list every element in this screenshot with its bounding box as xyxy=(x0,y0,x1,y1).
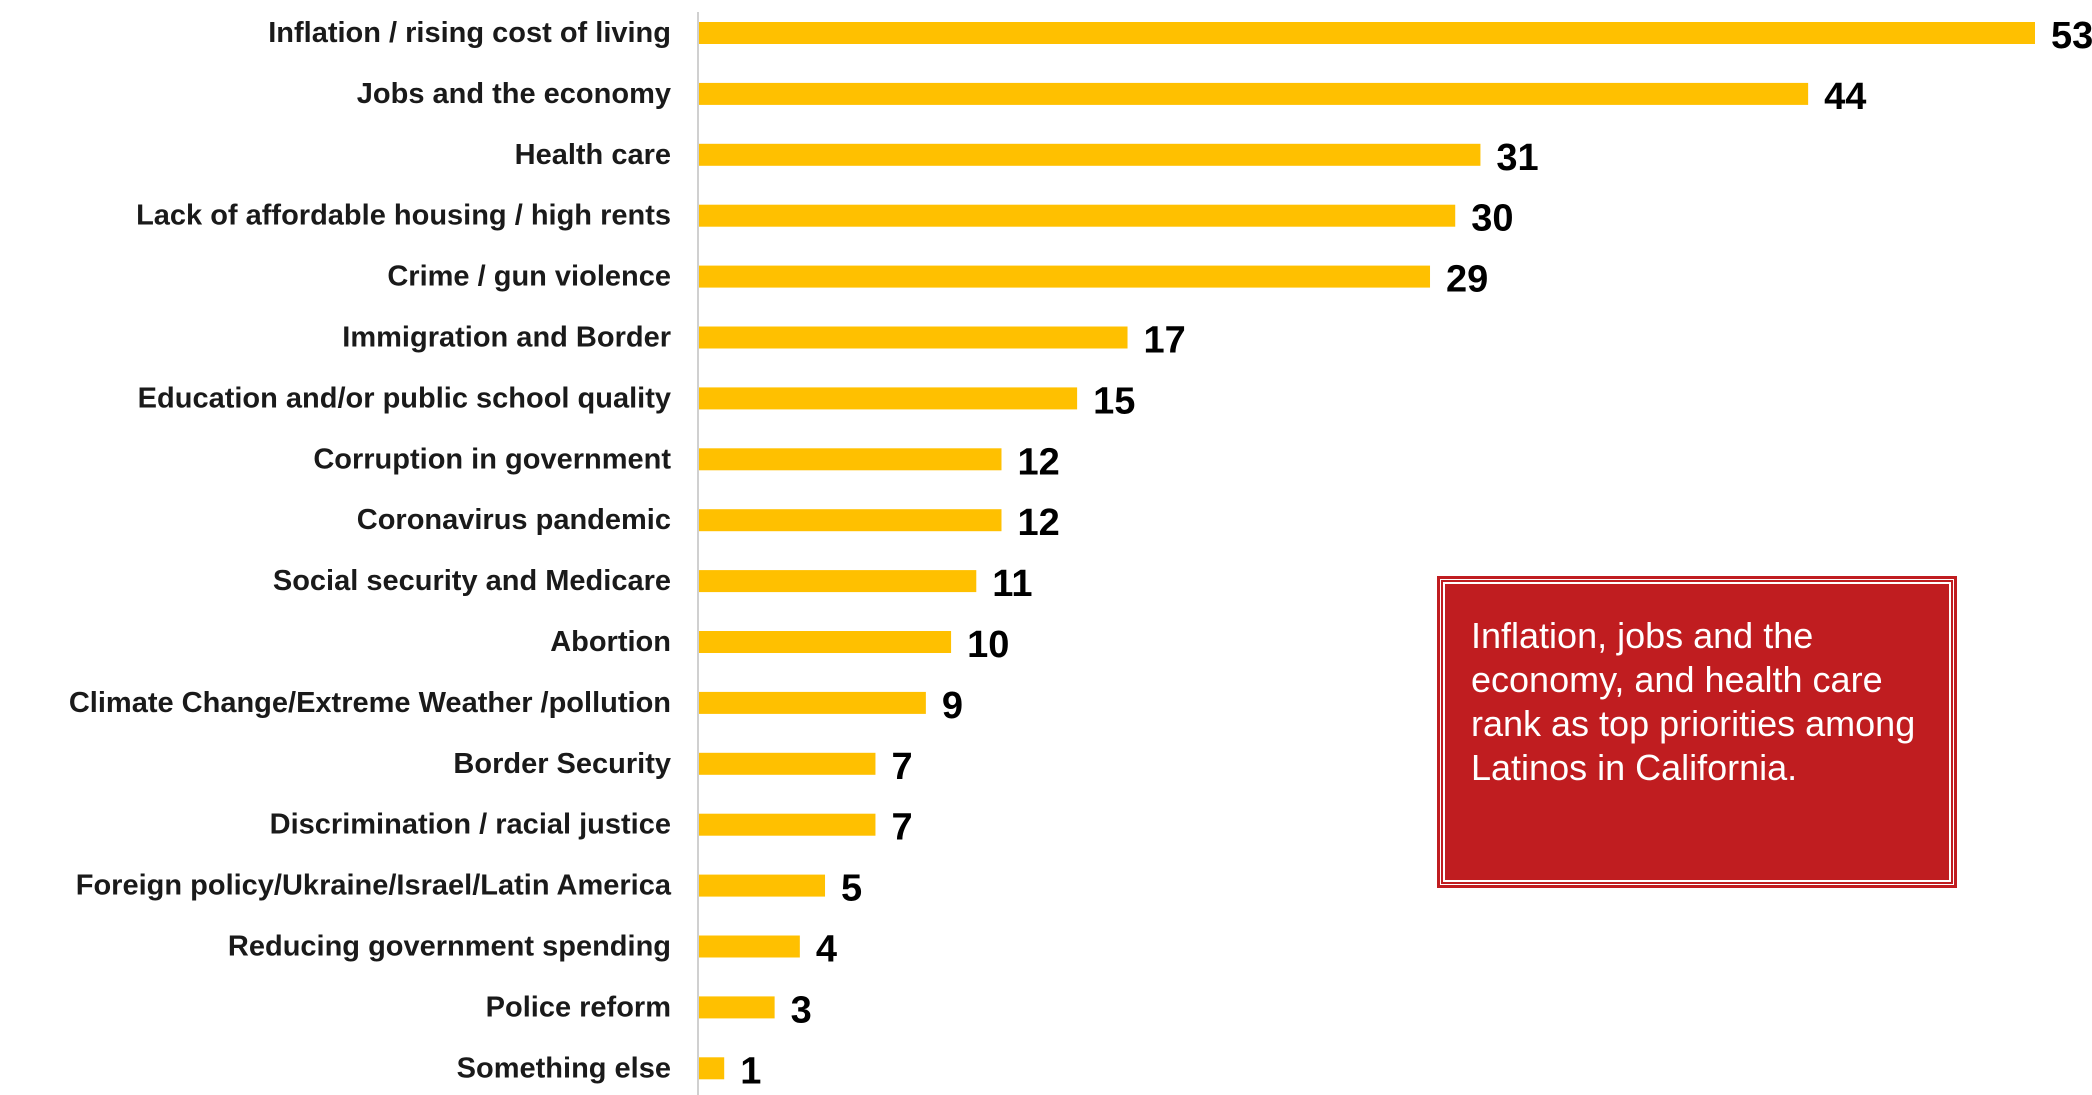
bar xyxy=(699,509,1002,532)
category-label: Reducing government spending xyxy=(228,931,671,963)
category-label: Corruption in government xyxy=(313,443,671,475)
bar xyxy=(699,82,1809,105)
data-label: 29 xyxy=(1446,259,1488,301)
category-label: Police reform xyxy=(486,991,671,1023)
bar xyxy=(699,265,1431,288)
data-label: 4 xyxy=(816,929,837,971)
bar xyxy=(699,996,775,1019)
data-label: 44 xyxy=(1824,76,1866,118)
data-label: 10 xyxy=(967,624,1009,666)
data-label: 15 xyxy=(1093,380,1135,422)
category-label: Abortion xyxy=(550,626,671,658)
category-label: Coronavirus pandemic xyxy=(357,504,671,536)
data-label: 5 xyxy=(841,868,862,910)
data-label: 12 xyxy=(1017,441,1059,483)
category-label: Immigration and Border xyxy=(342,322,671,354)
category-label: Climate Change/Extreme Weather /pollutio… xyxy=(69,687,671,719)
data-label: 17 xyxy=(1144,320,1186,362)
category-label: Something else xyxy=(457,1052,671,1084)
bar xyxy=(699,143,1481,166)
bar xyxy=(699,22,2035,44)
bar xyxy=(699,570,977,593)
category-label: Foreign policy/Ukraine/Israel/Latin Amer… xyxy=(76,870,672,902)
bar xyxy=(699,874,826,897)
category-label: Inflation / rising cost of living xyxy=(268,17,671,49)
data-label: 9 xyxy=(942,685,963,727)
data-label: 30 xyxy=(1471,198,1513,240)
category-label: Social security and Medicare xyxy=(273,565,671,597)
bar xyxy=(699,387,1078,410)
callout-inner: Inflation, jobs and the economy, and hea… xyxy=(1441,580,1953,884)
bar xyxy=(699,752,876,775)
data-label: 3 xyxy=(791,989,812,1031)
data-label: 53 xyxy=(2051,15,2092,57)
bar xyxy=(699,691,926,714)
bar xyxy=(699,204,1456,227)
category-label: Jobs and the economy xyxy=(357,78,671,110)
category-label: Border Security xyxy=(453,748,671,780)
data-label: 7 xyxy=(891,807,912,849)
data-label: 11 xyxy=(992,563,1032,605)
bar xyxy=(699,326,1128,349)
callout-box: Inflation, jobs and the economy, and hea… xyxy=(1437,576,1957,888)
category-label: Lack of affordable housing / high rents xyxy=(136,200,671,232)
bar xyxy=(699,935,800,958)
bar xyxy=(699,448,1002,471)
callout-text: Inflation, jobs and the economy, and hea… xyxy=(1471,615,1916,788)
data-label: 12 xyxy=(1017,502,1059,544)
category-label: Education and/or public school quality xyxy=(138,382,671,414)
bar xyxy=(699,813,876,836)
data-label: 1 xyxy=(740,1050,761,1092)
category-label: Crime / gun violence xyxy=(387,261,671,293)
data-label: 31 xyxy=(1496,137,1538,179)
category-label: Discrimination / racial justice xyxy=(270,809,671,841)
data-label: 7 xyxy=(891,746,912,788)
category-label: Health care xyxy=(515,139,671,171)
bar xyxy=(699,631,952,653)
bar xyxy=(699,1057,725,1080)
